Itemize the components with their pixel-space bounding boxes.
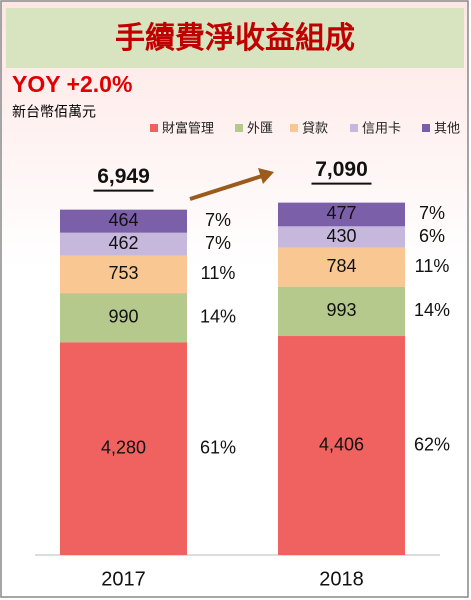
value-label: 462	[108, 233, 138, 253]
bar-segment	[60, 232, 187, 256]
annotation: YOY +2.0%	[12, 71, 132, 97]
share-label: 7%	[205, 233, 231, 253]
share-label: 61%	[200, 437, 236, 457]
value-label: 993	[326, 300, 356, 320]
bar-segment	[60, 255, 187, 294]
legend-swatch	[290, 124, 298, 132]
legend-label: 財富管理	[162, 120, 214, 135]
bar-segment	[278, 336, 405, 555]
bar-segment	[278, 247, 405, 287]
legend-label: 其他	[434, 120, 460, 135]
arrow-head	[258, 168, 274, 184]
share-label: 14%	[200, 306, 236, 326]
bar-segment	[60, 342, 187, 555]
share-label: 62%	[414, 434, 450, 454]
total-label: 7,090	[315, 158, 368, 181]
legend-label: 貸款	[302, 120, 328, 135]
bar-segment	[60, 209, 187, 233]
share-label: 11%	[201, 263, 236, 283]
value-label: 477	[326, 203, 356, 223]
legend-label: 信用卡	[362, 120, 401, 135]
share-label: 14%	[414, 300, 450, 320]
value-label: 753	[108, 263, 138, 283]
share-label: 7%	[205, 210, 231, 230]
value-label: 990	[108, 306, 138, 326]
share-label: 6%	[419, 226, 445, 246]
x-tick-label: 2017	[101, 568, 146, 590]
title-banner	[6, 8, 464, 68]
unit-label: 新台幣佰萬元	[12, 104, 96, 120]
chart-title: 手續費淨收益組成	[115, 21, 355, 56]
value-label: 464	[108, 210, 138, 230]
arrow	[189, 174, 263, 201]
share-label: 11%	[415, 256, 450, 276]
legend-swatch	[150, 124, 158, 132]
value-label: 784	[326, 256, 356, 276]
bar-segment	[278, 202, 405, 227]
bar-segment	[278, 226, 405, 248]
bar-segment	[278, 286, 405, 337]
share-label: 7%	[419, 203, 445, 223]
value-label: 4,280	[101, 437, 146, 457]
value-label: 430	[326, 226, 356, 246]
legend-swatch	[422, 124, 430, 132]
legend-swatch	[235, 124, 243, 132]
legend-swatch	[350, 124, 358, 132]
bar-segment	[60, 293, 187, 343]
legend-label: 外匯	[247, 120, 273, 135]
x-tick-label: 2018	[319, 568, 364, 590]
value-label: 4,406	[319, 434, 364, 454]
total-label: 6,949	[97, 165, 150, 188]
